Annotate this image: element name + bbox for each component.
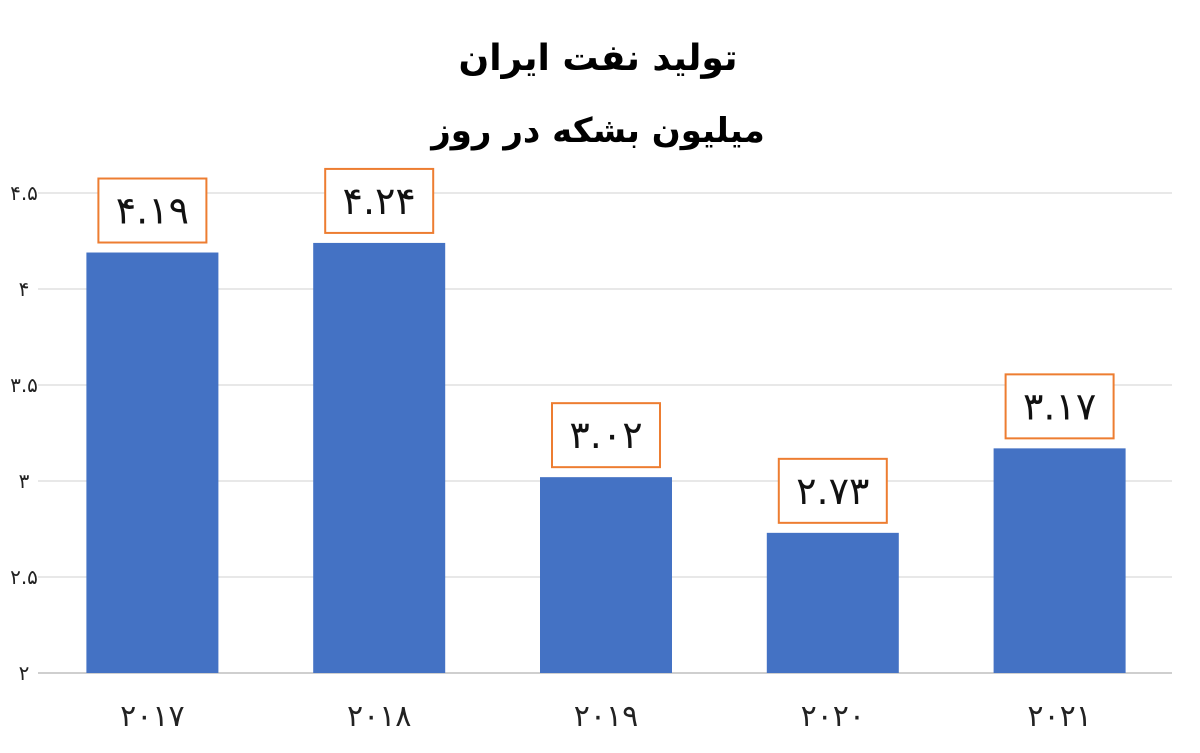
bars (86, 242, 1126, 674)
data-label: ۳.۰۲ (569, 413, 642, 457)
y-tick-label: ۲ (19, 661, 30, 685)
data-label-box (97, 177, 208, 244)
y-tick-label: ۴ (19, 277, 30, 301)
y-tick-label: ۳ (19, 469, 30, 493)
x-tick-label: ۲۰۱۷ (120, 699, 184, 734)
data-label: ۴.۱۹ (116, 189, 189, 233)
bar (766, 532, 899, 673)
y-tick-label: ۲.۵ (10, 565, 38, 589)
data-label-box (1004, 373, 1115, 440)
data-label-box (324, 167, 435, 234)
data-label-box (777, 457, 888, 524)
bar (540, 477, 672, 673)
y-axis-ticks: ۲ ۲.۵ ۳ ۳.۵ ۴ ۴.۵ (10, 181, 38, 685)
x-tick-label: ۲۰۱۹ (574, 699, 638, 734)
x-tick-label: ۲۰۲۱ (1027, 699, 1091, 734)
x-tick-label: ۲۰۱۸ (347, 699, 411, 734)
x-tick-label: ۲۰۲۰ (801, 699, 865, 734)
data-label: ۲.۷۳ (796, 469, 869, 513)
x-axis-ticks: ۲۰۱۷ ۲۰۱۸ ۲۰۱۹ ۲۰۲۰ ۲۰۲۱ (120, 699, 1091, 734)
data-label-box (551, 402, 661, 469)
data-label: ۳.۱۷ (1023, 384, 1096, 428)
data-label: ۴.۲۴ (343, 179, 416, 223)
bar (86, 252, 219, 673)
chart-title: تولید نفت ایران (458, 38, 737, 79)
y-tick-label: ۴.۵ (10, 181, 38, 205)
chart-subtitle: میلیون بشکه در روز (429, 111, 765, 151)
bar (313, 242, 446, 674)
bar (993, 448, 1126, 673)
data-labels: ۴.۱۹ ۴.۲۴ ۳.۰۲ ۲.۷۳ ۳.۱۷ (97, 167, 1115, 524)
y-tick-label: ۳.۵ (10, 373, 38, 397)
